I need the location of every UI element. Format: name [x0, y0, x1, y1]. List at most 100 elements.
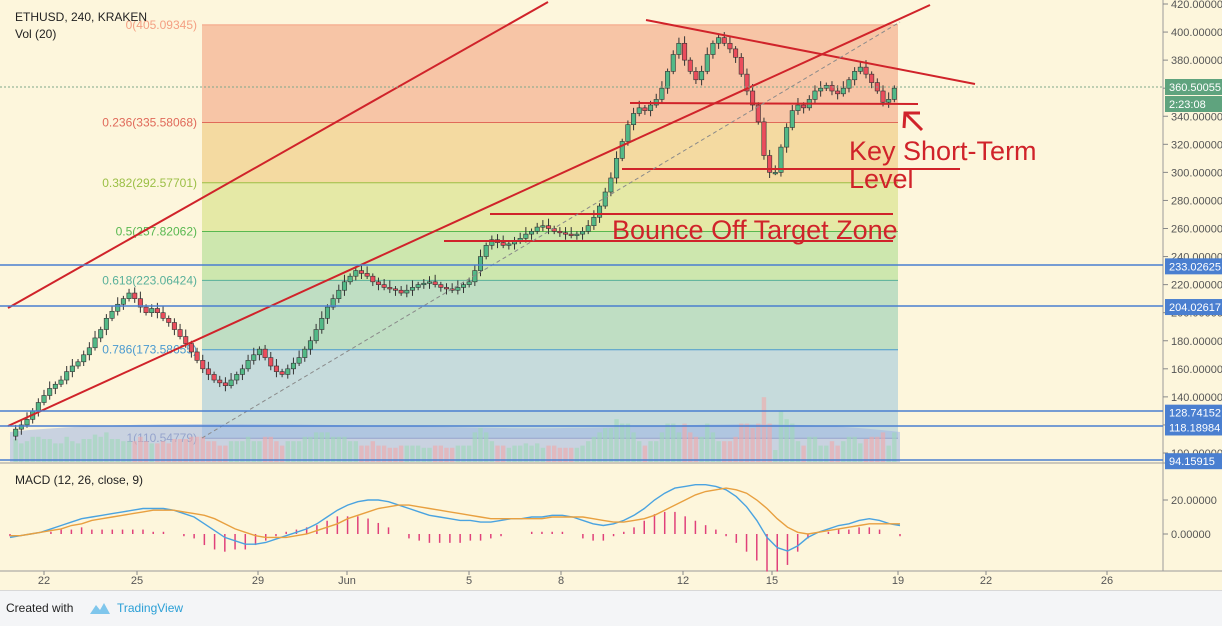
volume-bar [478, 428, 483, 462]
key-level-line[interactable] [629, 102, 919, 105]
candle-body [268, 357, 274, 367]
candle-body [534, 226, 540, 232]
horizontal-levels[interactable] [0, 264, 1163, 461]
lower-channel-line[interactable] [7, 4, 931, 427]
volume-bar [795, 441, 801, 462]
volume-ma-area [10, 424, 900, 462]
volume-bar [132, 441, 137, 462]
candle-body [52, 383, 58, 389]
volume-bar [404, 445, 410, 462]
volume-bar [472, 432, 478, 462]
volume-bar [744, 423, 750, 462]
volume-bar [875, 436, 880, 462]
price-axis-bg [1163, 0, 1222, 571]
candle-body [432, 281, 438, 285]
fib-diagonal [201, 21, 901, 439]
candle-body [478, 256, 484, 271]
candle-body [665, 71, 671, 89]
volume-bar [126, 441, 132, 462]
candle-body [670, 54, 676, 72]
volume-bar [415, 445, 421, 462]
volume-bar [194, 436, 200, 462]
volume-bar [597, 432, 602, 462]
footer: Created with TradingView [0, 590, 1222, 626]
time-tick-label: 29 [252, 575, 264, 587]
candle-body [625, 124, 631, 142]
volume-bar [36, 436, 41, 462]
volume-bar [455, 445, 461, 462]
volume-bar [523, 443, 529, 462]
candle-body [500, 242, 506, 246]
candle-body [69, 365, 75, 372]
signal-line [10, 487, 900, 539]
time-axis[interactable]: 22 25 29 Jun 5 8 12 15 19 22 26 [38, 571, 1113, 587]
candle-body [421, 282, 427, 286]
volume-bar [790, 423, 795, 462]
macd-pane-bg [0, 465, 1163, 571]
candle-body [324, 306, 330, 319]
candle-body [273, 365, 279, 372]
volume-bar [801, 445, 806, 462]
candle-body [563, 232, 569, 235]
volume-bar [693, 436, 699, 462]
candle-body [188, 343, 194, 353]
candle-body [443, 287, 449, 290]
time-tick-label: 25 [131, 575, 143, 587]
volume-bar [381, 445, 387, 462]
upper-channel-line[interactable] [7, 1, 549, 309]
time-tick-label: 22 [38, 575, 50, 587]
drawings[interactable] [7, 1, 976, 427]
fib-level-label: 0.618(223.06424) [102, 273, 197, 287]
volume-bar [121, 441, 126, 462]
volume-bar [143, 441, 149, 462]
volume-bar [342, 436, 347, 462]
macd-indicator [9, 484, 901, 572]
candle-body [330, 298, 336, 308]
volume-bar [19, 443, 24, 462]
candle-body [891, 87, 897, 100]
fib-zone [202, 182, 898, 232]
candle-body [863, 66, 869, 75]
volume-bar [438, 445, 444, 462]
volume-bar [483, 432, 489, 462]
candle-body [183, 336, 189, 344]
time-tick-label: 19 [892, 575, 904, 587]
level-badge: 233.02625 [1169, 261, 1221, 273]
volume-bar [347, 441, 353, 462]
fib-level-label: 0.5(257.82062) [116, 225, 197, 239]
fib-zone [202, 24, 898, 123]
volume-bar [308, 436, 313, 462]
volume-bar [206, 441, 211, 462]
tradingview-link[interactable]: TradingView [117, 601, 184, 615]
candle-body [761, 121, 767, 156]
fib-zone [202, 122, 898, 183]
level-badge: 94.15915 [1169, 456, 1215, 468]
candle-body [778, 146, 784, 173]
volume-bar [30, 436, 35, 462]
candle-body [171, 322, 177, 330]
price-tick-label: 420.00000 [1171, 0, 1222, 11]
candle-body [636, 107, 642, 114]
volume-bar [614, 419, 619, 462]
candle-body [251, 354, 257, 361]
volume-bar [53, 443, 58, 462]
candle-body [103, 317, 109, 330]
volume-bar [268, 436, 273, 462]
candle-body [35, 402, 41, 412]
candle-body [880, 90, 886, 103]
candle-body [687, 59, 693, 72]
volume-bar [274, 441, 279, 462]
candle-body [75, 361, 81, 367]
tradingview-logo-icon[interactable] [88, 600, 112, 616]
countdown-badge-bg [1165, 96, 1222, 112]
volume-bar [138, 436, 143, 462]
last-price-badge-bg [1165, 79, 1222, 95]
candle-body [733, 48, 739, 58]
candle-body [795, 104, 801, 111]
volume-bar [846, 436, 852, 462]
volume-bar [665, 423, 670, 462]
price-axis[interactable]: 420.00000400.00000380.00000360.00000340.… [1163, 0, 1222, 460]
volume-bar [858, 443, 863, 462]
descending-resistance-line[interactable] [645, 19, 976, 85]
